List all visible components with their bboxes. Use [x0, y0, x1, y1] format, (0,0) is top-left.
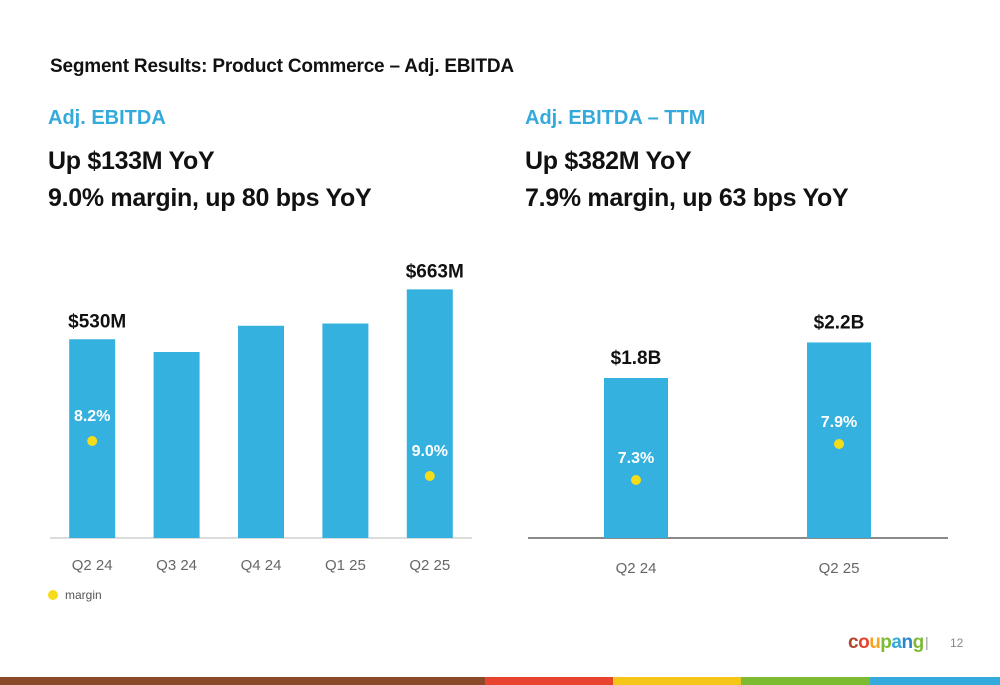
bottom-color-bar — [0, 677, 1000, 685]
right-headline-margin: 7.9% margin, up 63 bps YoY — [525, 184, 849, 212]
bar-q1-25 — [322, 323, 369, 538]
margin-legend-dot — [48, 590, 58, 600]
x-tick-label: Q2 25 — [409, 557, 450, 574]
bar-q2-25 — [406, 289, 453, 538]
left-headline-margin: 9.0% margin, up 80 bps YoY — [48, 184, 372, 212]
value-label: $530M — [68, 311, 126, 332]
value-label: $2.2B — [814, 312, 865, 333]
x-tick-label: Q1 25 — [325, 557, 366, 574]
value-label: $663M — [406, 261, 464, 282]
x-tick-label: Q2 24 — [72, 557, 113, 574]
margin-label: 8.2% — [74, 408, 110, 425]
margin-legend-label: margin — [65, 588, 102, 602]
logo-letter: n — [901, 632, 913, 653]
right-headline-yoy: Up $382M YoY — [525, 147, 692, 175]
logo-letter: a — [891, 632, 902, 653]
bottom-bar-segment — [870, 677, 1000, 685]
page-title: Segment Results: Product Commerce – Adj.… — [50, 56, 514, 77]
bottom-bar-segment — [613, 677, 741, 685]
footer-separator: | — [925, 634, 929, 650]
margin-label: 7.9% — [821, 414, 857, 431]
bar-q4-24 — [238, 325, 284, 538]
logo-letter: u — [869, 632, 881, 653]
logo-letter: p — [880, 632, 892, 653]
x-tick-label: Q3 24 — [156, 557, 197, 574]
bottom-bar-segment — [741, 677, 870, 685]
margin-dot — [424, 471, 435, 481]
x-tick-label: Q4 24 — [241, 557, 282, 574]
logo-letter: g — [912, 632, 925, 653]
x-tick-label: Q2 24 — [616, 560, 657, 577]
chart-legend: margin — [48, 588, 102, 602]
logo-letter: c — [848, 632, 859, 653]
margin-label: 7.3% — [618, 450, 654, 467]
bottom-bar-segment — [0, 677, 485, 685]
left-headline-yoy: Up $133M YoY — [48, 147, 215, 175]
bottom-bar-segment — [485, 677, 613, 685]
value-label: $1.8B — [611, 348, 662, 369]
margin-dot — [87, 436, 98, 446]
margin-dot — [834, 439, 844, 449]
margin-label: 9.0% — [412, 443, 448, 460]
left-section-label: Adj. EBITDA — [48, 107, 166, 129]
right-section-label: Adj. EBITDA – TTM — [525, 107, 706, 129]
logo-letter: o — [858, 632, 870, 653]
bar-q3-24 — [153, 352, 200, 538]
page-number: 12 — [950, 636, 964, 650]
margin-dot — [631, 475, 641, 485]
x-tick-label: Q2 25 — [819, 560, 860, 577]
bar-ttm-q2-24 — [604, 378, 668, 538]
coupang-logo: coupang — [848, 632, 924, 654]
